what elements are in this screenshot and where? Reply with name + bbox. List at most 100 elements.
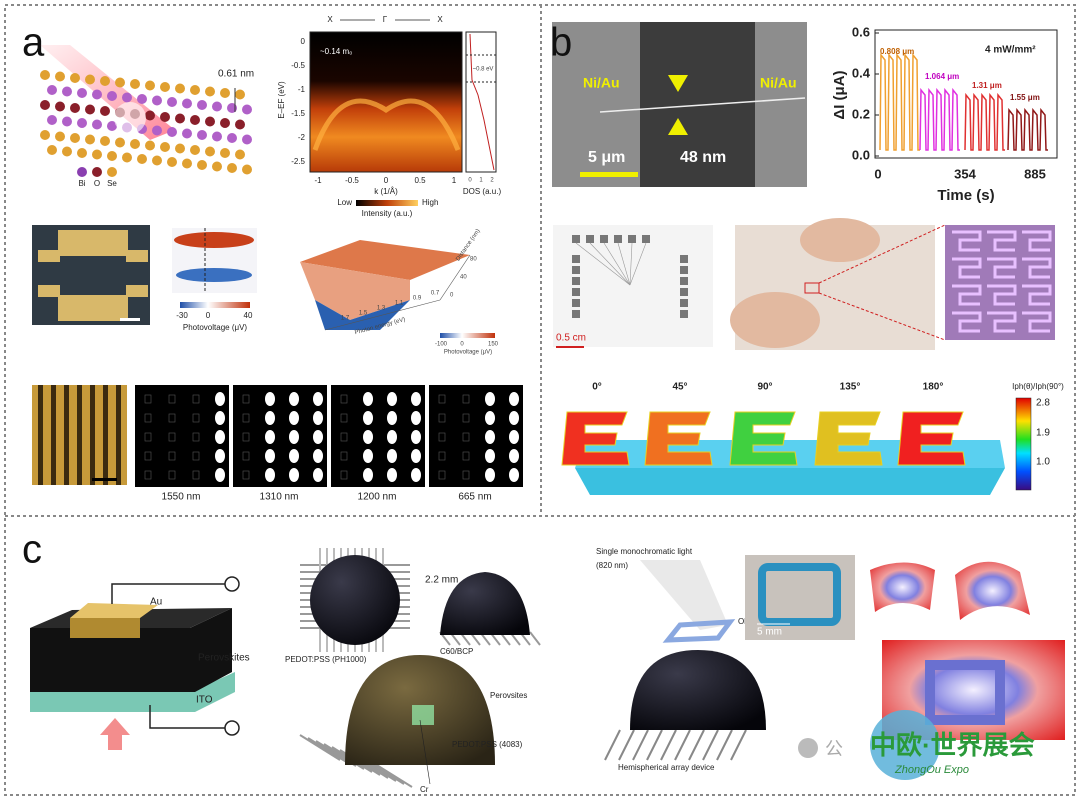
atom [227,163,237,173]
atom [55,101,65,112]
atom [175,143,185,154]
atom [145,140,155,151]
panel-b: b Ni/Au Ni/Au 5 μm 48 nm 0.0 0.2 0.4 0.6 0 3… [550,21,1064,495]
material-label: Cr [420,785,429,794]
surface [300,262,410,320]
electrode [1022,284,1052,306]
spot [387,392,397,406]
spot [289,468,299,482]
trace-label: 0.808 μm [880,47,914,56]
trace [629,242,633,286]
light-label: Single monochromatic light [596,547,693,556]
electrode-label: Ni/Au [760,75,797,91]
colorbar-tick: 1.9 [1036,428,1050,439]
stripe [529,631,541,646]
atom [145,80,155,91]
atom [167,127,177,137]
spot [289,449,299,463]
spot [509,430,519,444]
atom [107,151,117,161]
electrode [987,257,1017,279]
x-tick-label: 1 [452,176,457,185]
pixel [192,432,200,442]
spot [215,430,225,444]
angle-label: 0° [592,382,602,393]
colorbar [356,200,418,206]
pad [680,288,688,296]
y-label: E–EF (eV) [277,81,286,119]
wechat-icon [798,738,818,758]
pad [572,255,580,263]
spot [289,430,299,444]
x-label: Time (s) [937,187,994,204]
atom [190,145,200,155]
photocurrent-traces [879,52,1048,151]
spot [215,449,225,463]
pixel [438,470,446,480]
watermark-title: 中欧·世界展会 [870,730,1035,760]
wire [149,705,225,729]
dimension-label: 2.2 mm [425,575,458,586]
pad [572,277,580,285]
curved-map [870,562,935,612]
layer-label: ITO [196,695,213,706]
y-tick-label: -2.5 [291,157,305,166]
electrode-label: Ni/Au [583,75,620,91]
colorbar-tick: 2.8 [1036,398,1050,409]
atom [62,86,72,97]
electrode-photo [553,225,713,347]
atom [122,152,132,163]
pad [680,277,688,285]
spot [265,411,275,425]
pixel [168,470,176,480]
material-label: PEDOT:PSS (PH1000) [285,655,367,664]
colorbar-tick: 40 [244,311,253,320]
band [312,98,461,151]
trace [603,242,631,286]
spot-image [135,385,229,487]
arpes-image [309,31,463,173]
atom [92,119,102,130]
letter-map [897,411,966,466]
finger [800,218,880,262]
letter-map [814,411,883,466]
angle-label: 45° [672,382,687,393]
wavelength-label: 1200 nm [358,492,397,503]
line [64,385,69,485]
stripe [618,729,635,761]
panel-a: a 0.61 nm Bi O Se X Γ X ~0.14 m₀ 0-0.5-1… [22,15,523,503]
atom [85,134,95,145]
y-label: ΔI (μA) [831,70,848,119]
atom [137,154,147,164]
spot [485,392,495,406]
y-tick-label: 0.0 [852,147,870,162]
mass-label: ~0.14 m₀ [320,47,352,56]
atom [220,148,230,158]
trace [617,242,631,286]
atom [197,100,207,110]
pixel [340,432,348,442]
atom [47,85,57,95]
pixel [242,451,250,461]
atom [235,119,245,130]
au-top [70,603,158,618]
atom [70,73,80,83]
spot [313,468,323,482]
nanowire [599,97,806,113]
y-tick-label: -2 [298,133,306,142]
legend-dot [107,167,117,177]
atom [175,113,185,124]
map-feature [925,660,1005,725]
pixel [144,394,152,404]
pixel [192,451,200,461]
dome-side-view [440,572,530,635]
stripe [730,729,747,761]
surface [300,240,470,280]
legend-label: Se [107,179,117,188]
atom [152,95,162,106]
atom [62,146,72,157]
spot-images [135,385,523,487]
atom [212,131,222,142]
stripe [646,729,663,761]
